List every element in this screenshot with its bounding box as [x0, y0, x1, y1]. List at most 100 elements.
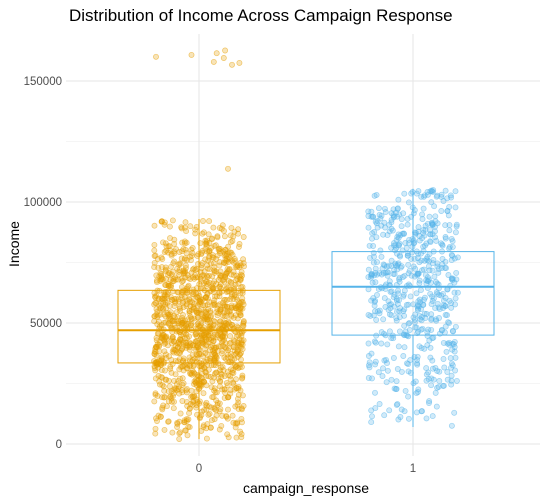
data-point	[427, 239, 434, 246]
data-point	[384, 272, 391, 279]
data-point	[432, 316, 439, 323]
data-point	[229, 257, 235, 264]
data-point	[412, 324, 419, 331]
data-point	[453, 377, 460, 384]
data-point	[205, 366, 212, 373]
data-point	[178, 295, 185, 301]
data-point	[429, 413, 436, 420]
data-point	[428, 301, 435, 308]
data-point	[198, 408, 205, 415]
data-point	[448, 422, 455, 429]
data-point	[388, 216, 395, 223]
data-point	[444, 376, 451, 383]
data-point	[179, 375, 186, 382]
data-point	[429, 298, 436, 304]
data-point	[180, 298, 187, 305]
data-point	[240, 234, 247, 240]
data-point	[442, 235, 449, 242]
data-point	[378, 271, 385, 278]
data-point	[232, 281, 239, 288]
data-point	[371, 272, 378, 279]
data-point	[420, 205, 427, 212]
data-point	[210, 338, 217, 345]
data-point	[428, 382, 435, 389]
data-point	[416, 259, 423, 266]
data-point	[211, 355, 218, 362]
data-point	[177, 336, 184, 343]
data-point	[223, 412, 230, 419]
data-point	[376, 401, 383, 407]
data-point	[433, 289, 440, 296]
data-point	[443, 348, 450, 355]
data-point	[206, 316, 212, 323]
data-point	[166, 353, 173, 360]
data-point	[368, 297, 375, 304]
data-point	[190, 361, 197, 368]
data-point	[423, 415, 430, 422]
data-point	[172, 276, 179, 283]
data-point	[163, 355, 170, 361]
data-point	[170, 288, 177, 295]
data-point	[369, 235, 375, 242]
data-point	[436, 378, 443, 384]
data-point	[160, 239, 166, 246]
data-point	[159, 406, 166, 413]
data-point	[162, 367, 168, 374]
data-point	[152, 252, 159, 259]
data-point	[171, 236, 178, 243]
data-point	[198, 351, 205, 358]
data-point	[151, 222, 158, 229]
data-point	[434, 280, 441, 287]
data-point	[167, 235, 173, 242]
data-point	[388, 376, 395, 383]
data-point	[429, 267, 436, 274]
data-point	[190, 286, 197, 293]
data-point	[373, 234, 380, 241]
data-point	[186, 295, 193, 302]
outlier-point	[222, 47, 229, 54]
data-point	[181, 419, 188, 426]
data-point	[163, 376, 170, 383]
data-point	[186, 354, 193, 361]
data-point	[446, 227, 453, 234]
data-point	[403, 245, 410, 252]
data-point	[365, 340, 372, 347]
data-point	[206, 218, 213, 225]
data-point	[427, 344, 434, 351]
data-point	[371, 298, 378, 305]
data-point	[435, 266, 442, 272]
data-point	[429, 293, 436, 300]
data-point	[225, 406, 231, 413]
data-point	[208, 362, 215, 368]
box-0	[117, 218, 281, 440]
data-point	[221, 373, 228, 380]
data-point	[161, 387, 168, 394]
data-point	[196, 299, 203, 306]
y-tick-label: 100000	[24, 197, 62, 209]
data-point	[184, 361, 191, 368]
y-tick-label: 0	[56, 439, 62, 451]
data-point	[158, 218, 165, 225]
x-axis-title: campaign_response	[243, 480, 369, 496]
grid-lines	[66, 34, 540, 456]
data-point	[414, 361, 421, 368]
data-point	[373, 316, 380, 323]
data-point	[183, 228, 190, 235]
data-point	[425, 278, 432, 285]
data-point	[210, 224, 217, 231]
data-point	[231, 386, 238, 393]
data-point	[419, 211, 426, 218]
data-point	[393, 308, 400, 315]
data-point	[169, 360, 176, 367]
data-point	[448, 304, 455, 311]
data-point	[384, 367, 391, 374]
data-point	[400, 308, 407, 315]
data-point	[222, 339, 229, 346]
data-point	[451, 409, 458, 416]
data-point	[405, 361, 412, 367]
data-point	[203, 342, 209, 349]
data-point	[166, 383, 173, 390]
data-point	[195, 320, 202, 327]
data-point	[234, 395, 241, 402]
data-point	[432, 228, 438, 235]
